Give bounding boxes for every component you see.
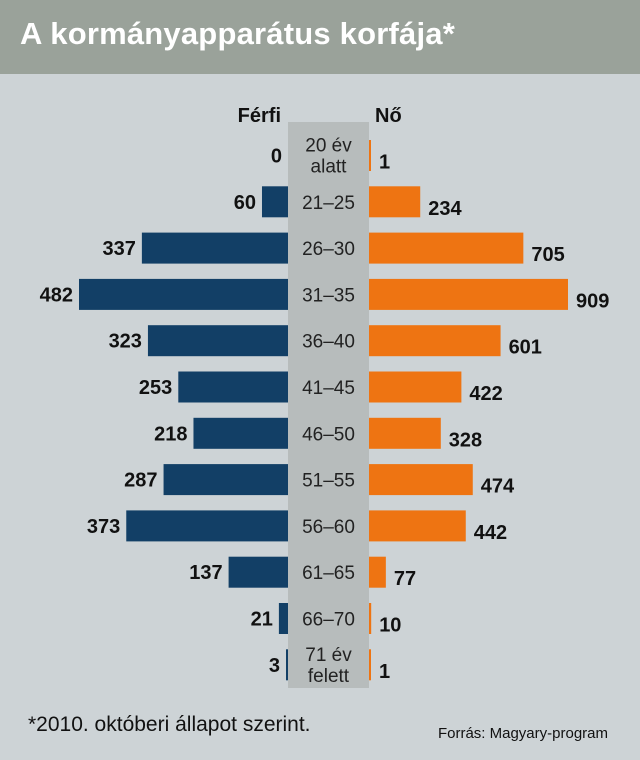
age-group-label: 21–25 bbox=[302, 193, 355, 214]
age-group-label: 61–65 bbox=[302, 563, 355, 584]
female-bar bbox=[369, 649, 371, 681]
age-group-label: felett bbox=[308, 666, 350, 687]
age-group-label: 41–45 bbox=[302, 378, 355, 399]
male-value-label: 21 bbox=[251, 609, 273, 631]
male-bar bbox=[261, 186, 288, 218]
female-value-label: 705 bbox=[531, 244, 564, 266]
male-value-label: 0 bbox=[271, 146, 282, 168]
female-value-label: 909 bbox=[576, 290, 609, 312]
female-bar bbox=[369, 186, 421, 218]
female-bar bbox=[369, 325, 501, 357]
female-value-label: 10 bbox=[379, 615, 401, 637]
age-group-label: 31–35 bbox=[302, 285, 355, 306]
female-value-label: 422 bbox=[469, 383, 502, 405]
female-value-label: 234 bbox=[428, 198, 462, 220]
age-group-label: 46–50 bbox=[302, 424, 355, 445]
female-value-label: 1 bbox=[379, 152, 390, 174]
male-bar bbox=[286, 649, 288, 681]
female-bar bbox=[369, 510, 466, 542]
male-value-label: 253 bbox=[139, 377, 172, 399]
male-bar bbox=[193, 417, 288, 449]
female-value-label: 1 bbox=[379, 661, 390, 683]
title-bar: A kormányapparátus korfája* bbox=[0, 0, 640, 74]
male-bar bbox=[126, 510, 288, 542]
female-value-label: 601 bbox=[509, 337, 542, 359]
male-value-label: 137 bbox=[189, 562, 222, 584]
female-bar bbox=[369, 603, 372, 634]
male-value-label: 218 bbox=[154, 423, 187, 445]
age-group-label: 26–30 bbox=[302, 239, 355, 260]
female-value-label: 328 bbox=[449, 429, 482, 451]
male-bar bbox=[178, 371, 288, 403]
age-group-label: 66–70 bbox=[302, 610, 355, 631]
age-group-label: 71 év bbox=[305, 645, 352, 666]
male-bar bbox=[141, 232, 288, 264]
chart-title: A kormányapparátus korfája* bbox=[20, 16, 455, 51]
age-group-label: 51–55 bbox=[302, 471, 355, 492]
male-value-label: 3 bbox=[269, 655, 280, 677]
male-value-label: 373 bbox=[87, 516, 120, 538]
legend-female: Nő bbox=[375, 105, 402, 127]
female-value-label: 77 bbox=[394, 568, 416, 590]
female-value-label: 442 bbox=[474, 522, 507, 544]
age-band-background bbox=[288, 122, 369, 688]
female-bar bbox=[369, 371, 462, 403]
female-bar bbox=[369, 140, 371, 171]
age-group-label: 20 év bbox=[305, 136, 352, 157]
male-value-label: 337 bbox=[102, 238, 135, 260]
age-group-label: 56–60 bbox=[302, 517, 355, 538]
legend-male: Férfi bbox=[238, 105, 281, 127]
male-value-label: 60 bbox=[234, 192, 256, 214]
source-note: Forrás: Magyary-program bbox=[437, 725, 608, 742]
female-bar bbox=[369, 556, 386, 588]
male-value-label: 287 bbox=[124, 470, 157, 492]
female-bar bbox=[369, 232, 524, 264]
footnote: *2010. októberi állapot szerint. bbox=[28, 713, 311, 736]
male-bar bbox=[147, 325, 288, 357]
male-bar bbox=[278, 603, 288, 634]
age-group-label: 36–40 bbox=[302, 332, 355, 353]
female-bar bbox=[369, 464, 473, 496]
female-bar bbox=[369, 278, 568, 310]
male-value-label: 482 bbox=[40, 284, 73, 306]
male-value-label: 323 bbox=[109, 331, 142, 353]
female-value-label: 474 bbox=[481, 476, 515, 498]
female-bar bbox=[369, 417, 441, 449]
male-bar bbox=[163, 464, 288, 496]
male-bar bbox=[228, 556, 288, 588]
male-bar bbox=[79, 278, 288, 310]
age-group-label: alatt bbox=[311, 157, 348, 178]
